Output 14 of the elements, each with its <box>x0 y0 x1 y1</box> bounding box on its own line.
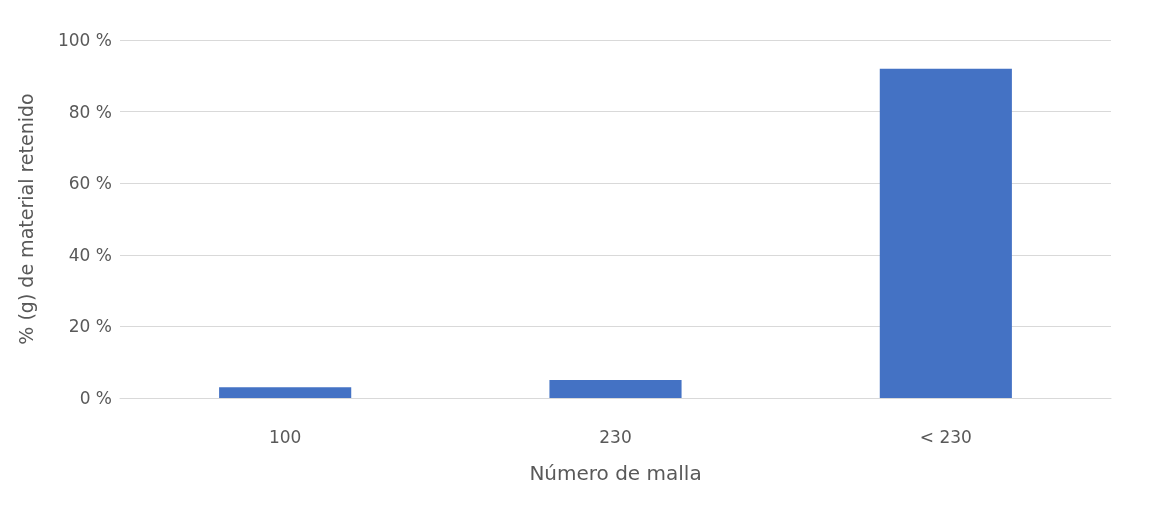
y-tick-label: 100 % <box>57 30 112 50</box>
x-axis-title: Número de malla <box>529 461 702 485</box>
y-tick-label: 40 % <box>68 244 112 265</box>
y-tick-label: 60 % <box>68 173 112 194</box>
x-tick-label: < 230 <box>919 426 972 447</box>
bar <box>219 387 352 398</box>
y-axis-title: % (g) de material retenido <box>14 93 37 345</box>
bar <box>549 380 682 398</box>
y-tick-label: 80 % <box>68 101 112 122</box>
y-tick-label: 20 % <box>68 316 112 337</box>
x-tick-label: 230 <box>599 426 632 447</box>
x-tick-label: 100 <box>268 426 302 447</box>
y-tick-label: 0 % <box>79 388 112 408</box>
bar <box>879 68 1012 398</box>
